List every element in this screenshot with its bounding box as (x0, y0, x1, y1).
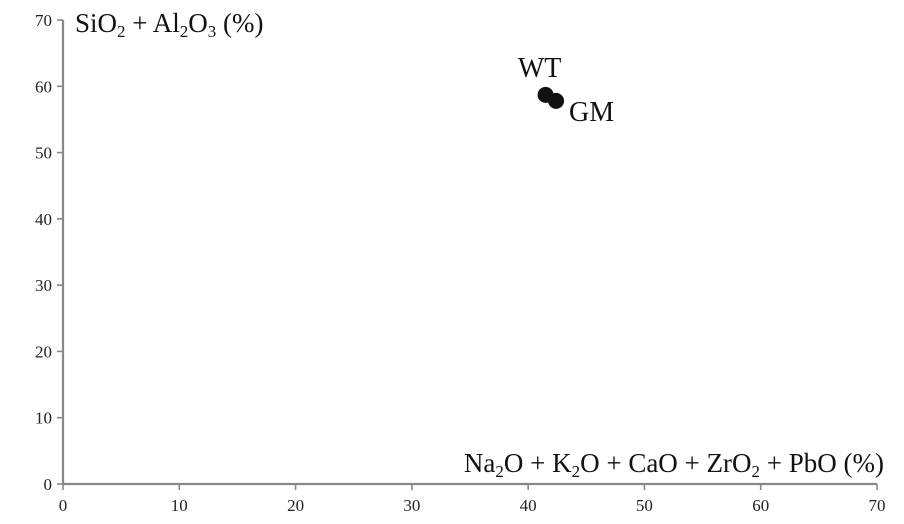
y-tick-label: 70 (35, 11, 52, 30)
data-point-gm (548, 92, 565, 109)
y-tick-label: 50 (35, 144, 52, 163)
y-tick-label: 60 (35, 77, 52, 96)
ticks: 0 10 20 30 40 50 60 70 0 10 20 30 40 50 60 70 (35, 11, 886, 515)
x-tick-label: 70 (869, 496, 886, 515)
data-label-wt: WT (518, 53, 562, 84)
axes (61, 20, 877, 486)
x-tick-label: 10 (171, 496, 188, 515)
x-tick-label: 40 (520, 496, 537, 515)
y-tick-label: 10 (35, 409, 52, 428)
y-tick-label: 30 (35, 276, 52, 295)
x-tick-label: 20 (287, 496, 304, 515)
x-tick-label: 30 (403, 496, 420, 515)
data-label-gm: GM (569, 97, 614, 128)
x-tick-label: 60 (752, 496, 769, 515)
x-axis-title: Na2O + K2O + CaO + ZrO2 + PbO (%) (464, 448, 884, 481)
y-tick-label: 20 (35, 342, 52, 361)
x-tick-label: 0 (59, 496, 68, 515)
y-tick-label: 40 (35, 210, 52, 229)
y-axis-title: SiO2 + Al2O3 (%) (75, 8, 264, 41)
x-tick-label: 50 (636, 496, 653, 515)
y-tick-label: 0 (44, 475, 53, 494)
